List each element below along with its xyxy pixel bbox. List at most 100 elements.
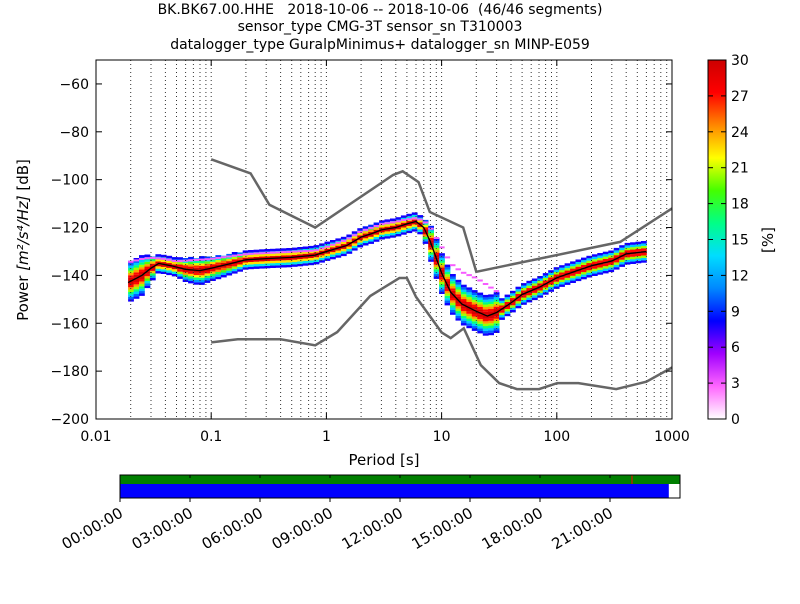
heatmap-cell <box>379 220 385 223</box>
heatmap-cell <box>542 273 549 276</box>
heatmap-cell <box>160 266 167 270</box>
heatmap-cell <box>488 315 494 319</box>
heatmap-cell <box>444 302 451 306</box>
heatmap-cell <box>275 260 282 263</box>
colorbar-tick-label: 21 <box>731 161 749 177</box>
heatmap-cell <box>291 262 298 265</box>
colorbar-tick-label: 9 <box>731 304 740 320</box>
heatmap-cell <box>559 284 565 287</box>
heatmap-cell <box>471 299 478 303</box>
heatmap-cell <box>193 282 200 285</box>
heatmap-cell <box>324 244 331 247</box>
heatmap-cell <box>411 226 418 230</box>
heatmap-cell <box>559 265 565 268</box>
heatmap-cell <box>553 269 560 273</box>
heatmap-cell <box>471 328 478 331</box>
heatmap-cell <box>155 257 161 260</box>
heatmap-cell <box>133 262 140 266</box>
heatmap-cell <box>482 297 489 300</box>
heatmap-cell <box>373 227 380 230</box>
heatmap-cell <box>482 309 489 312</box>
heatmap-cell <box>286 252 293 256</box>
heatmap-cell <box>220 258 227 261</box>
heatmap-cell <box>177 262 183 265</box>
heatmap-cell <box>384 231 391 234</box>
heatmap-cell <box>510 295 516 299</box>
heatmap-cell <box>373 232 380 235</box>
heatmap-cell <box>133 291 140 294</box>
heatmap-cell <box>570 275 576 279</box>
heatmap-cell <box>368 234 374 237</box>
heatmap-cell <box>199 263 205 266</box>
heatmap-cell <box>422 239 429 242</box>
heatmap-cell <box>231 256 238 260</box>
heatmap-cell <box>351 248 358 251</box>
heatmap-cell <box>210 259 216 262</box>
heatmap-cell <box>597 260 604 263</box>
heatmap-cell <box>455 315 462 319</box>
heatmap-cell <box>297 254 304 257</box>
heatmap-cell <box>575 266 582 270</box>
heatmap-cell <box>248 266 254 270</box>
heatmap-cell <box>253 256 260 260</box>
heatmap-cell <box>335 245 342 249</box>
heatmap-cell <box>368 236 374 240</box>
heatmap-cell <box>460 284 467 288</box>
heatmap-cell <box>482 299 489 303</box>
heatmap-cell <box>428 249 434 253</box>
heatmap-cell <box>422 241 429 244</box>
heatmap-cell <box>515 301 522 304</box>
heatmap-cell <box>302 256 309 259</box>
heatmap-cell <box>231 268 238 272</box>
heatmap-cell <box>139 291 145 294</box>
heatmap-cell <box>384 224 391 227</box>
heatmap-cell <box>139 279 145 282</box>
heatmap-cell <box>439 284 445 287</box>
heatmap-cell <box>455 308 462 312</box>
heatmap-cell <box>417 222 424 225</box>
heatmap-cell <box>264 253 271 257</box>
heatmap-cell <box>362 243 369 246</box>
heatmap-cell <box>139 271 145 275</box>
heatmap-cell <box>253 249 260 253</box>
heatmap-cell <box>455 306 462 309</box>
heatmap-cell <box>482 328 489 331</box>
heatmap-cell <box>439 253 445 256</box>
heatmap-cell <box>488 301 494 304</box>
heatmap-cell <box>280 255 287 258</box>
heatmap-cell <box>302 263 309 266</box>
heatmap-cell <box>466 274 472 277</box>
heatmap-cell <box>433 237 440 239</box>
heatmap-cell <box>537 283 544 286</box>
heatmap-cell <box>570 273 576 276</box>
heatmap-cell <box>619 245 625 248</box>
heatmap-cell <box>570 263 576 267</box>
heatmap-cell <box>330 240 336 243</box>
heatmap-cell <box>340 246 347 249</box>
heatmap-cell <box>226 263 233 266</box>
heatmap-cell <box>450 264 456 267</box>
heatmap-cell <box>488 296 494 300</box>
heatmap-cell <box>275 253 282 256</box>
heatmap-cell <box>471 304 478 307</box>
heatmap-cell <box>379 232 385 235</box>
heatmap-cell <box>253 252 260 255</box>
heatmap-cell <box>133 281 140 285</box>
heatmap-cell <box>406 230 413 234</box>
heatmap-cell <box>531 280 538 284</box>
heatmap-cell <box>248 264 254 267</box>
heatmap-cell <box>411 221 418 225</box>
heatmap-cell <box>444 267 451 270</box>
heatmap-cell <box>340 253 347 257</box>
heatmap-cell <box>139 293 145 296</box>
heatmap-cell <box>357 228 364 231</box>
heatmap-cell <box>160 271 167 274</box>
heatmap-cell <box>477 295 484 298</box>
heatmap-cell <box>553 284 560 287</box>
heatmap-cell <box>215 262 222 265</box>
heatmap-cell <box>624 242 631 246</box>
heatmap-cell <box>210 273 216 277</box>
heatmap-cell <box>182 272 189 275</box>
heatmap-cell <box>319 260 325 263</box>
heatmap-cell <box>297 250 303 253</box>
